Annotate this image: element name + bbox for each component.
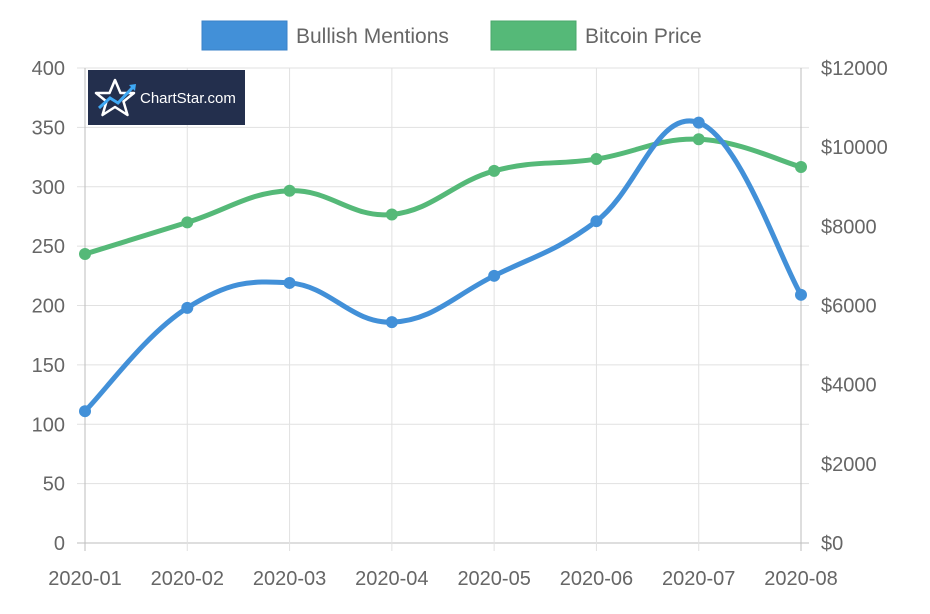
x-tick-label: 2020-08 bbox=[764, 568, 837, 590]
data-point-bullish-mentions[interactable] bbox=[692, 116, 705, 129]
x-tick-label: 2020-07 bbox=[662, 568, 735, 590]
data-point-bitcoin-price[interactable] bbox=[795, 160, 807, 173]
data-point-bullish-mentions[interactable] bbox=[79, 405, 91, 418]
data-point-bitcoin-price[interactable] bbox=[79, 248, 91, 261]
x-axis-ticks: 2020-01 2020-02 2020-03 2020-04 2020-05 2020-… bbox=[48, 568, 837, 590]
logo-text: ChartStar.com bbox=[140, 90, 236, 107]
left-tick-label: 400 bbox=[32, 58, 65, 80]
data-point-bitcoin-price[interactable] bbox=[385, 208, 398, 221]
left-tick-label: 0 bbox=[54, 533, 65, 555]
legend[interactable]: Bullish Mentions Bitcoin Price bbox=[201, 20, 702, 51]
legend-swatch-bullish-mentions bbox=[201, 20, 288, 51]
data-point-bitcoin-price[interactable] bbox=[692, 133, 705, 146]
right-tick-label: $8000 bbox=[821, 216, 877, 238]
data-point-bitcoin-price[interactable] bbox=[181, 216, 194, 229]
legend-swatch-bitcoin-price bbox=[490, 20, 577, 51]
data-point-bullish-mentions[interactable] bbox=[181, 301, 194, 314]
data-point-bullish-mentions[interactable] bbox=[283, 276, 296, 289]
series-layer bbox=[79, 116, 807, 418]
data-point-bitcoin-price[interactable] bbox=[283, 184, 296, 197]
data-point-bullish-mentions[interactable] bbox=[385, 316, 398, 329]
left-tick-label: 350 bbox=[32, 117, 65, 139]
data-point-bitcoin-price[interactable] bbox=[488, 164, 501, 177]
x-tick-label: 2020-04 bbox=[355, 568, 428, 590]
series-line-bullish-mentions bbox=[82, 118, 804, 414]
series-line-bitcoin-price bbox=[82, 136, 804, 257]
x-tick-label: 2020-02 bbox=[151, 568, 224, 590]
left-tick-label: 250 bbox=[32, 236, 65, 258]
right-tick-label: $2000 bbox=[821, 454, 877, 476]
data-point-bullish-mentions[interactable] bbox=[488, 269, 501, 282]
legend-label-bullish-mentions: Bullish Mentions bbox=[296, 25, 449, 48]
series-bullish-mentions bbox=[79, 116, 807, 418]
series-bitcoin-price bbox=[79, 133, 807, 261]
x-tick-label: 2020-05 bbox=[457, 568, 530, 590]
left-tick-label: 50 bbox=[43, 474, 65, 496]
x-tick-label: 2020-01 bbox=[48, 568, 121, 590]
left-tick-label: 100 bbox=[32, 414, 65, 436]
left-tick-label: 200 bbox=[32, 296, 65, 318]
right-axis-ticks: $0 $2000 $4000 $6000 $8000 $10000 $12000 bbox=[821, 58, 888, 555]
right-tick-label: $0 bbox=[821, 533, 843, 555]
right-tick-label: $6000 bbox=[821, 296, 877, 318]
x-tick-label: 2020-06 bbox=[560, 568, 633, 590]
data-point-bullish-mentions[interactable] bbox=[795, 288, 807, 301]
left-axis-ticks: 0 50 100 150 200 250 300 350 400 bbox=[32, 58, 65, 555]
legend-label-bitcoin-price: Bitcoin Price bbox=[585, 25, 702, 48]
right-tick-label: $4000 bbox=[821, 375, 877, 397]
left-tick-label: 300 bbox=[32, 177, 65, 199]
legend-item-bullish-mentions[interactable]: Bullish Mentions bbox=[201, 20, 449, 51]
data-point-bullish-mentions[interactable] bbox=[590, 215, 603, 228]
chartstar-logo: ChartStar.com bbox=[88, 70, 245, 125]
left-tick-label: 150 bbox=[32, 355, 65, 377]
right-tick-label: $10000 bbox=[821, 137, 888, 159]
legend-item-bitcoin-price[interactable]: Bitcoin Price bbox=[490, 20, 702, 51]
x-tick-label: 2020-03 bbox=[253, 568, 326, 590]
data-point-bitcoin-price[interactable] bbox=[590, 153, 603, 166]
star-icon bbox=[94, 78, 136, 117]
right-tick-label: $12000 bbox=[821, 58, 888, 80]
